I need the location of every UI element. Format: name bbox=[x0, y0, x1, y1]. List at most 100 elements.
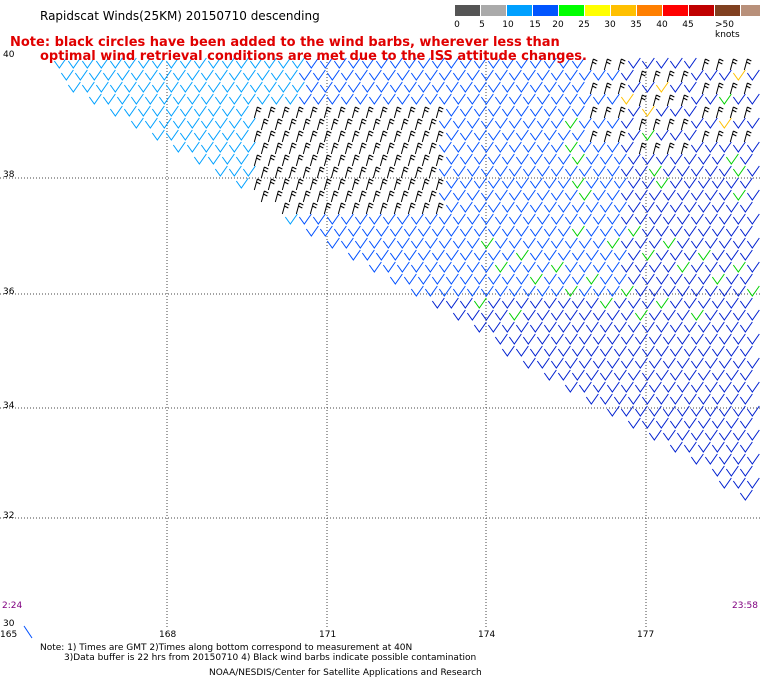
wind-barb bbox=[603, 106, 612, 119]
wind-barb bbox=[613, 321, 627, 333]
wind-barb bbox=[718, 165, 732, 177]
wind-barb bbox=[81, 81, 95, 93]
wind-barb bbox=[508, 189, 522, 201]
wind-barb bbox=[669, 441, 683, 453]
wind-barb bbox=[589, 130, 598, 143]
wind-barb bbox=[704, 141, 718, 153]
wind-barb bbox=[358, 142, 367, 155]
wind-barb bbox=[487, 249, 501, 261]
wind-barb bbox=[627, 225, 641, 237]
wind-barb bbox=[627, 201, 641, 213]
wind-barb bbox=[655, 297, 669, 309]
wind-barb bbox=[473, 153, 487, 165]
wind-barb bbox=[158, 93, 172, 105]
wind-barb bbox=[480, 285, 494, 297]
wind-barb bbox=[330, 142, 339, 155]
wind-barb bbox=[690, 189, 704, 201]
wind-barb bbox=[421, 154, 430, 167]
wind-barb bbox=[655, 81, 669, 93]
wind-barb bbox=[634, 189, 648, 201]
wind-barb bbox=[291, 81, 305, 93]
wind-barb bbox=[697, 297, 711, 309]
wind-barb bbox=[284, 93, 298, 105]
wind-barb bbox=[557, 81, 571, 93]
wind-barb bbox=[571, 345, 585, 357]
wind-barb bbox=[298, 93, 312, 105]
wind-barb bbox=[529, 225, 543, 237]
wind-barb bbox=[680, 70, 689, 83]
wind-barb bbox=[718, 69, 732, 81]
wind-barb bbox=[361, 57, 375, 69]
wind-barb bbox=[746, 213, 760, 225]
wind-barb bbox=[746, 477, 760, 489]
wind-barb bbox=[550, 189, 564, 201]
wind-barb bbox=[438, 261, 452, 273]
wind-barb bbox=[445, 129, 459, 141]
wind-barb bbox=[393, 178, 402, 191]
wind-barb bbox=[603, 58, 612, 71]
wind-barb bbox=[697, 369, 711, 381]
wind-barb bbox=[641, 57, 655, 69]
wind-barb bbox=[438, 141, 452, 153]
wind-barb bbox=[718, 213, 732, 225]
wind-barb bbox=[683, 297, 697, 309]
wind-barb bbox=[179, 57, 193, 69]
wind-barb bbox=[557, 105, 571, 117]
wind-barb bbox=[732, 477, 746, 489]
wind-barb bbox=[340, 213, 354, 225]
wind-barb bbox=[515, 249, 529, 261]
wind-barb bbox=[662, 237, 676, 249]
wind-barb bbox=[585, 177, 599, 189]
wind-barb bbox=[578, 261, 592, 273]
wind-barb bbox=[351, 106, 360, 119]
wind-barb bbox=[739, 177, 753, 189]
wind-barb bbox=[746, 69, 760, 81]
wind-barb bbox=[95, 81, 109, 93]
wind-barb bbox=[330, 166, 339, 179]
wind-barb bbox=[666, 118, 675, 131]
wind-barb bbox=[459, 297, 473, 309]
wind-barb bbox=[529, 129, 543, 141]
wind-barb bbox=[428, 190, 437, 203]
wind-barb bbox=[662, 405, 676, 417]
wind-barb bbox=[627, 177, 641, 189]
wind-barb bbox=[494, 309, 508, 321]
wind-barb bbox=[393, 106, 402, 119]
legend-swatch bbox=[663, 5, 689, 16]
wind-barb bbox=[666, 70, 675, 83]
wind-barb bbox=[536, 69, 550, 81]
wind-barb bbox=[193, 81, 207, 93]
wind-barb bbox=[459, 177, 473, 189]
wind-barb bbox=[711, 153, 725, 165]
wind-barb bbox=[382, 237, 396, 249]
color-legend bbox=[455, 5, 760, 16]
wind-barb bbox=[704, 237, 718, 249]
wind-barb bbox=[627, 393, 641, 405]
wind-barb bbox=[634, 357, 648, 369]
wind-barb bbox=[501, 273, 515, 285]
wind-barb bbox=[690, 333, 704, 345]
wind-barb bbox=[501, 225, 515, 237]
wind-barb bbox=[459, 105, 473, 117]
wind-barb bbox=[235, 105, 249, 117]
wind-barb bbox=[746, 357, 760, 369]
wind-barb bbox=[557, 321, 571, 333]
wind-barb bbox=[515, 321, 529, 333]
wind-barb bbox=[305, 81, 319, 93]
wind-barb bbox=[522, 117, 536, 129]
wind-barb bbox=[501, 321, 515, 333]
wind-barb bbox=[494, 261, 508, 273]
wind-barb bbox=[368, 213, 382, 225]
wind-barb bbox=[337, 130, 346, 143]
wind-barb bbox=[578, 141, 592, 153]
wind-barb bbox=[445, 225, 459, 237]
wind-barb bbox=[536, 237, 550, 249]
wind-barb bbox=[365, 154, 374, 167]
wind-barb bbox=[253, 106, 262, 119]
wind-barb bbox=[564, 213, 578, 225]
wind-barb bbox=[592, 285, 606, 297]
wind-barb bbox=[711, 177, 725, 189]
wind-barb bbox=[662, 213, 676, 225]
wind-barb bbox=[389, 273, 403, 285]
wind-barb bbox=[585, 273, 599, 285]
